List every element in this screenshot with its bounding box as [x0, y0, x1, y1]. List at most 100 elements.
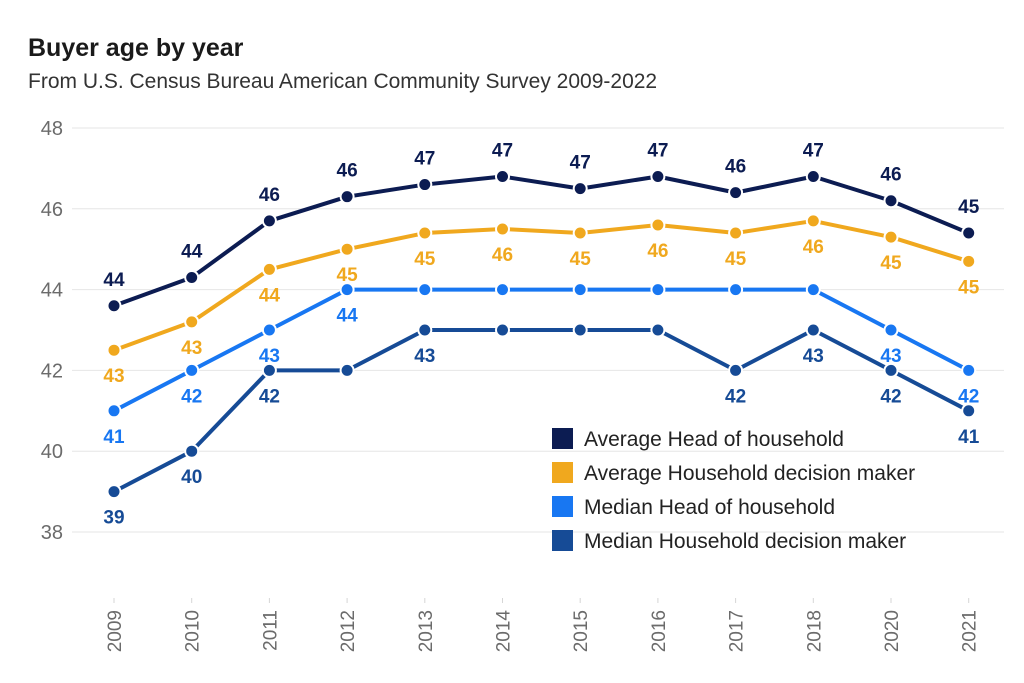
data-point: [495, 322, 510, 338]
series-lines: [106, 168, 977, 500]
data-label: 44: [259, 285, 281, 306]
data-point: [650, 322, 666, 338]
data-label: 42: [181, 386, 202, 407]
data-point: [417, 282, 433, 298]
data-point: [495, 168, 510, 184]
data-label: 45: [958, 197, 980, 218]
data-labels: 44 44 46 46 47 47 47 47 46 47 46 45 43 43 44 45 45 46 45 46…: [103, 140, 979, 528]
data-label: 47: [414, 149, 435, 170]
x-tick-label: 2017: [727, 610, 748, 652]
data-point: [261, 213, 277, 229]
legend-swatch: [552, 462, 573, 483]
data-point: [805, 213, 821, 229]
data-label: 44: [337, 306, 359, 327]
data-point: [261, 322, 277, 338]
data-point: [184, 362, 200, 378]
data-label: 45: [570, 249, 592, 270]
data-point: [495, 282, 510, 298]
data-label: 45: [337, 265, 359, 286]
data-point: [805, 282, 821, 298]
chart-title: Buyer age by year: [28, 34, 244, 62]
data-label: 43: [259, 346, 280, 367]
legend-label: Average Head of household: [584, 428, 844, 451]
data-label: 42: [725, 386, 746, 407]
data-label: 45: [414, 249, 436, 270]
data-point: [961, 403, 977, 419]
x-tick-label: 2014: [494, 610, 515, 653]
data-point: [805, 322, 821, 338]
data-label: 46: [259, 185, 280, 206]
data-point: [417, 177, 433, 193]
data-point: [728, 225, 744, 241]
data-point: [417, 225, 433, 241]
data-label: 41: [103, 427, 125, 448]
data-label: 43: [414, 346, 435, 367]
data-point: [106, 298, 122, 314]
data-label: 42: [958, 386, 979, 407]
data-point: [417, 322, 433, 338]
y-tick-label: 48: [41, 118, 63, 140]
x-tick-label: 2012: [338, 610, 359, 652]
series-line: [112, 287, 971, 413]
data-point: [495, 221, 510, 237]
data-point: [650, 168, 666, 184]
data-point: [184, 269, 200, 285]
data-label: 47: [570, 153, 591, 174]
data-point: [650, 282, 666, 298]
data-point: [728, 185, 744, 201]
data-point: [728, 362, 744, 378]
data-label: 43: [803, 346, 824, 367]
gridlines: 38 40 42 44 46 48: [41, 118, 1004, 544]
data-label: 45: [880, 253, 902, 274]
x-tick-label: 2009: [105, 610, 126, 652]
data-point: [961, 253, 977, 269]
data-point: [261, 362, 277, 378]
data-label: 46: [337, 161, 358, 182]
data-label: 45: [725, 249, 747, 270]
data-label: 44: [181, 241, 203, 262]
x-tick-label: 2021: [960, 610, 981, 652]
data-point: [961, 225, 977, 241]
series-line: [112, 174, 971, 308]
data-point: [572, 322, 588, 338]
legend: Average Head of household Average Househo…: [552, 428, 915, 553]
data-label: 40: [181, 467, 202, 488]
x-tick-label: 2020: [882, 610, 903, 652]
x-tick-label: 2010: [183, 610, 204, 652]
data-point: [106, 342, 122, 358]
legend-label: Average Household decision maker: [584, 462, 915, 485]
data-point: [339, 282, 355, 298]
data-point: [572, 225, 588, 241]
data-label: 43: [103, 366, 124, 387]
y-tick-label: 40: [41, 441, 63, 463]
data-label: 47: [492, 140, 513, 161]
data-point: [728, 282, 744, 298]
data-point: [883, 322, 899, 338]
data-label: 43: [880, 346, 901, 367]
y-tick-label: 44: [41, 280, 63, 302]
data-point: [339, 241, 355, 257]
data-point: [106, 484, 122, 500]
data-point: [184, 443, 200, 459]
data-point: [883, 193, 899, 209]
data-label: 43: [181, 338, 202, 359]
data-point: [805, 168, 821, 184]
data-label: 44: [103, 270, 125, 291]
data-label: 39: [103, 508, 124, 529]
x-tick-label: 2011: [260, 610, 281, 651]
data-label: 46: [492, 245, 513, 266]
y-tick-label: 42: [41, 360, 63, 382]
legend-swatch: [552, 428, 573, 449]
data-label: 47: [803, 140, 824, 161]
y-tick-label: 46: [41, 199, 63, 221]
data-label: 42: [259, 386, 280, 407]
data-point: [961, 362, 977, 378]
y-tick-label: 38: [41, 522, 63, 544]
data-label: 41: [958, 427, 980, 448]
data-point: [650, 217, 666, 233]
legend-label: Median Household decision maker: [584, 530, 906, 553]
data-point: [261, 261, 277, 277]
x-tick-label: 2018: [804, 610, 825, 652]
data-point: [106, 403, 122, 419]
